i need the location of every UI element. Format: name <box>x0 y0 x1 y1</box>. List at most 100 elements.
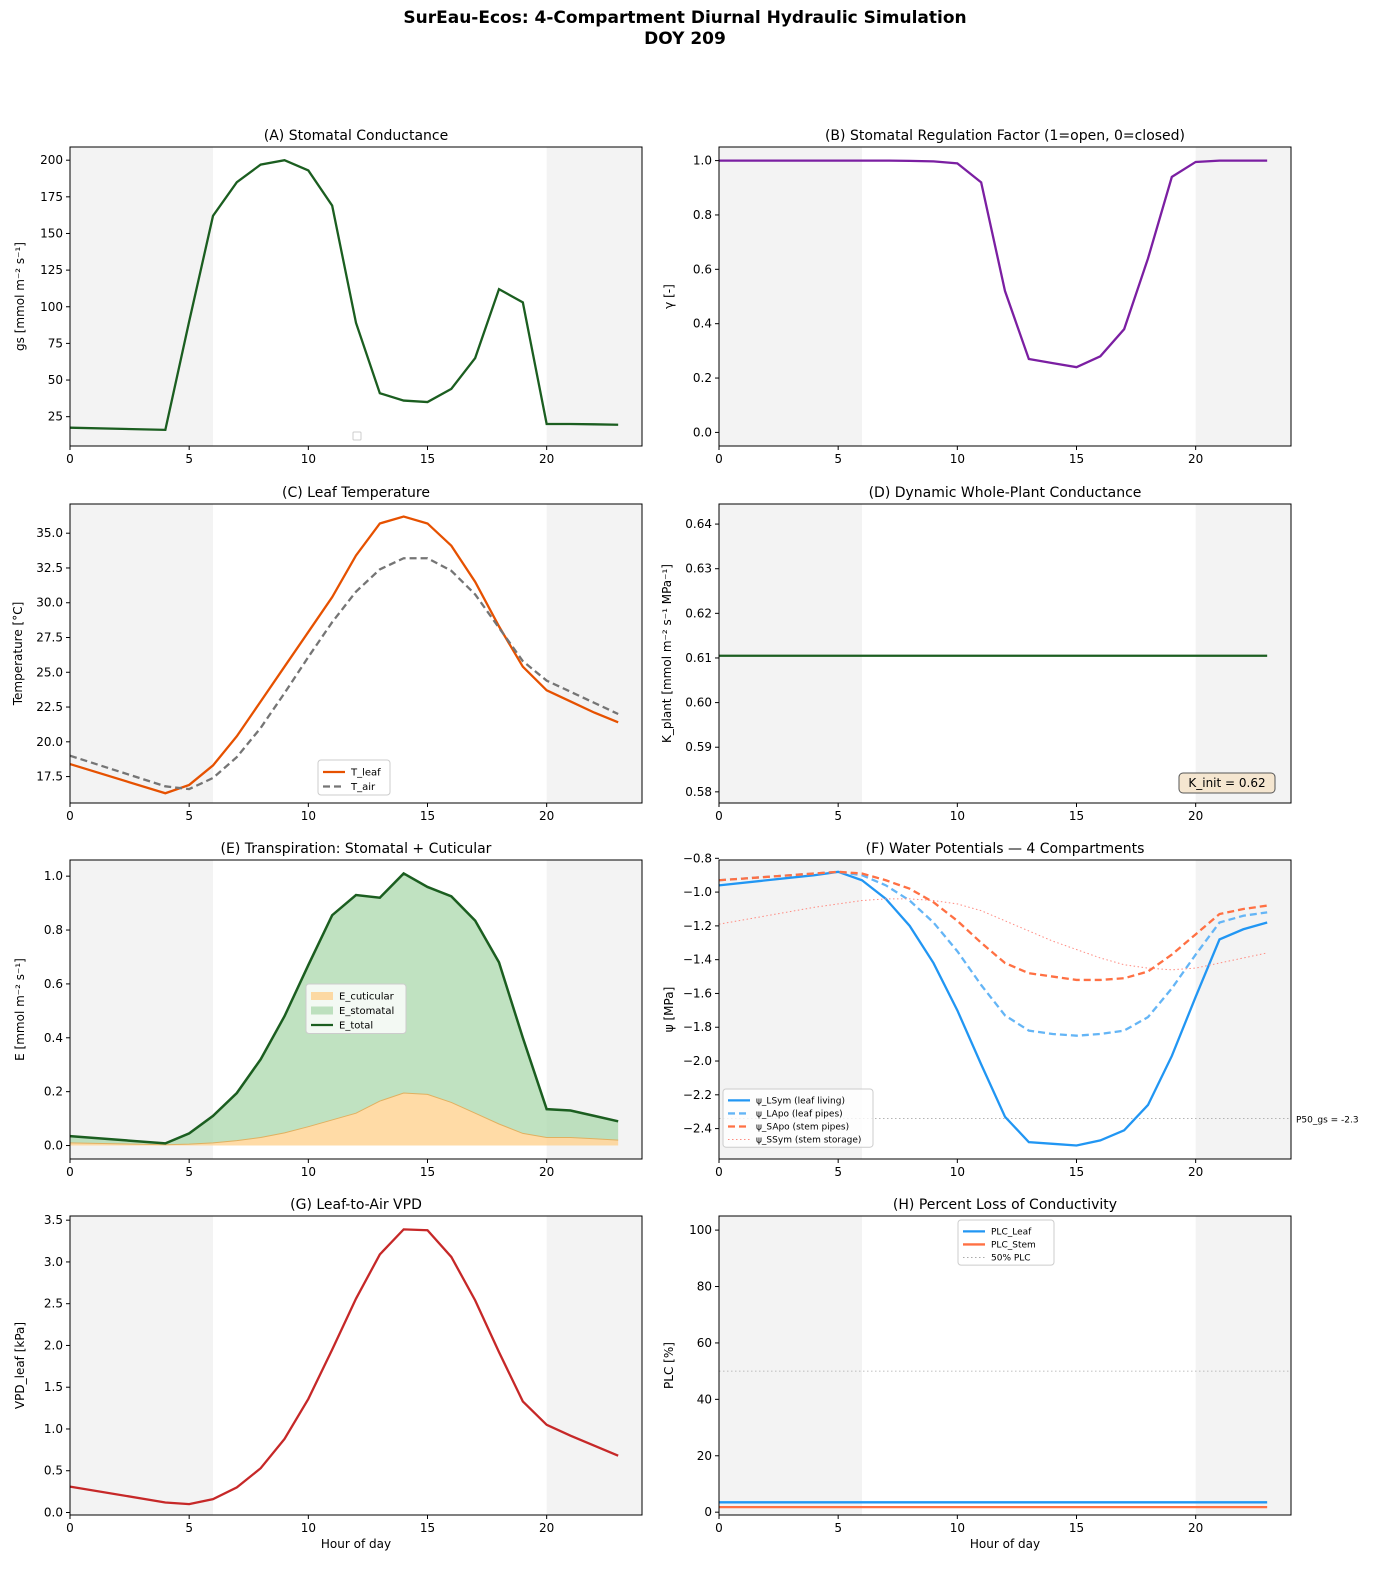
x-tick-label: 15 <box>420 1521 435 1535</box>
y-axis-label: VPD_leaf [kPa] <box>13 1322 27 1409</box>
y-tick-label: 0.0 <box>44 1505 63 1519</box>
y-tick-label: 0 <box>704 1505 712 1519</box>
x-tick-label: 20 <box>1188 1521 1203 1535</box>
night-shading <box>546 147 642 446</box>
axes-frame <box>69 503 643 804</box>
y-tick-label: 0.0 <box>693 425 712 439</box>
y-tick-label: 3.5 <box>44 1213 63 1227</box>
x-tick-label: 20 <box>539 1165 554 1179</box>
y-tick-label: 0.5 <box>44 1464 63 1478</box>
night-shading <box>70 860 213 1159</box>
x-tick-label: 15 <box>1069 1521 1084 1535</box>
night-shading <box>70 1216 213 1515</box>
y-tick-label: 75 <box>48 336 63 350</box>
y-tick-label: 0.60 <box>685 696 712 710</box>
series-line-ψ_SSym <box>718 898 1268 971</box>
series-line-T_leaf <box>69 515 619 795</box>
x-tick-label: 5 <box>185 452 193 466</box>
series-line-ψ_SApo <box>718 870 1268 982</box>
x-axis-label: Hour of day <box>321 1537 391 1551</box>
y-tick-label: 125 <box>40 263 63 277</box>
y-tick-label: 0.8 <box>693 208 712 222</box>
y-tick-label: 1.0 <box>693 154 712 168</box>
x-tick-label: 5 <box>834 1165 842 1179</box>
y-tick-label: 0.6 <box>44 977 63 991</box>
y-tick-label: 32.5 <box>36 561 63 575</box>
x-tick-label: 15 <box>1069 809 1084 823</box>
line-E_cuticular-edge <box>69 1092 619 1146</box>
legend-label: T_air <box>350 782 376 793</box>
y-tick-label: 0.2 <box>44 1085 63 1099</box>
figure-title: SurEau-Ecos: 4-Compartment Diurnal Hydra… <box>0 8 1370 50</box>
y-tick-label: 40 <box>697 1392 712 1406</box>
legend-label: E_stomatal <box>339 1006 394 1017</box>
y-tick-label: 25 <box>48 410 63 424</box>
y-tick-label: −1.8 <box>683 1020 712 1034</box>
legend-frame <box>722 1088 874 1148</box>
y-tick-label: 22.5 <box>36 700 63 714</box>
x-tick-label: 5 <box>185 1165 193 1179</box>
series-line-VPD_leaf <box>69 1228 619 1506</box>
panel-F: 0 5 10 15 20 −2.4 −2.2 −2.0 −1.8 −1.6 −1.4 −1.2 −1.0… <box>662 841 1359 1179</box>
y-tick-label: 17.5 <box>36 770 63 784</box>
series-line-ψ_LSym <box>718 870 1268 1147</box>
series-line-ψ_LApo <box>718 870 1268 1037</box>
x-tick-label: 20 <box>1188 809 1203 823</box>
y-tick-label: 150 <box>40 226 63 240</box>
legend-label: 50% PLC <box>991 1254 1031 1264</box>
x-tick-label: 10 <box>950 1521 965 1535</box>
x-tick-label: 10 <box>301 809 316 823</box>
night-shading <box>546 1216 642 1515</box>
legend-label: ψ_SSym (stem storage) <box>756 1136 861 1146</box>
x-tick-label: 0 <box>66 1165 74 1179</box>
panel-title: (A) Stomatal Conductance <box>264 128 448 144</box>
x-tick-label: 20 <box>539 809 554 823</box>
y-axis-label: K_plant [mmol m⁻² s⁻¹ MPa⁻¹] <box>660 564 674 743</box>
panel-title: (C) Leaf Temperature <box>282 485 430 501</box>
y-tick-label: 0.4 <box>44 1031 63 1045</box>
line-E_total <box>69 871 619 1145</box>
y-tick-label: 30.0 <box>36 596 63 610</box>
night-shading <box>719 504 862 803</box>
y-tick-label: 0.8 <box>44 923 63 937</box>
x-axis-label: Hour of day <box>970 1537 1040 1551</box>
x-tick-label: 15 <box>420 452 435 466</box>
y-tick-label: 0.58 <box>685 785 712 799</box>
legend-label: PLC_Leaf <box>991 1228 1032 1238</box>
y-tick-label: 80 <box>697 1280 712 1294</box>
y-axis-label: γ [-] <box>662 284 676 309</box>
p50-label: P50_gs = -2.3 <box>1296 1115 1359 1125</box>
x-tick-label: 5 <box>185 1521 193 1535</box>
y-tick-label: 100 <box>689 1223 712 1237</box>
y-tick-label: 0.64 <box>685 517 712 531</box>
x-tick-label: 5 <box>834 809 842 823</box>
y-tick-label: 0.63 <box>685 562 712 576</box>
axes-frame <box>69 146 643 447</box>
axes-frame <box>718 146 1292 447</box>
x-tick-label: 20 <box>1188 1165 1203 1179</box>
y-tick-label: 0.59 <box>685 740 712 754</box>
legend: T_leaf T_air <box>317 759 391 796</box>
y-tick-label: 0.2 <box>693 371 712 385</box>
axes-frame <box>69 859 643 1160</box>
panel-title: (E) Transpiration: Stomatal + Cuticular <box>221 841 492 857</box>
night-shading <box>719 1216 862 1515</box>
x-tick-label: 15 <box>420 809 435 823</box>
panel-title: (B) Stomatal Regulation Factor (1=open, … <box>825 128 1185 144</box>
series-line-T_air <box>69 557 619 791</box>
panel-E: 0 5 10 15 20 0.0 0.2 0.4 0.6 0.8 1.0 (E) Transpirat… <box>13 841 643 1179</box>
legend-label: ψ_LApo (leaf pipes) <box>756 1110 843 1120</box>
y-tick-label: 0.62 <box>685 606 712 620</box>
y-tick-label: 60 <box>697 1336 712 1350</box>
y-tick-label: −2.0 <box>683 1054 712 1068</box>
legend-empty <box>352 431 362 441</box>
y-tick-label: −0.8 <box>683 851 712 865</box>
area-E_cuticular <box>70 1093 619 1146</box>
y-tick-label: 0.6 <box>693 262 712 276</box>
panel-B: 0 5 10 15 20 0.0 0.2 0.4 0.6 0.8 1.0 (B) Stomatal R… <box>662 128 1292 466</box>
night-shading <box>70 147 213 446</box>
night-shading <box>719 147 862 446</box>
title-line-1: SurEau-Ecos: 4-Compartment Diurnal Hydra… <box>403 8 967 28</box>
y-axis-label: Temperature [°C] <box>11 602 25 707</box>
